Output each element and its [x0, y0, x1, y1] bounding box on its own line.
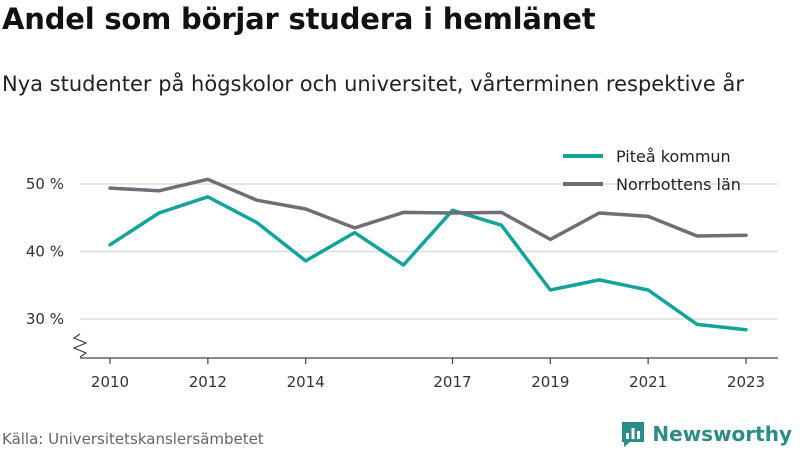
- series-lines: [108, 177, 748, 332]
- series-line-pitea: [108, 195, 748, 332]
- bar-chart-speech-icon: [622, 422, 645, 447]
- x-tick-label: 2019: [531, 373, 569, 391]
- chart-title: Andel som börjar studera i hemlänet: [2, 2, 596, 36]
- grid-lines: [80, 183, 778, 320]
- x-axis-tick-labels: 2010 2012 2014 2017 2019 2021 2023: [91, 358, 765, 391]
- x-axis: [72, 333, 778, 359]
- x-tick-label: 2010: [91, 373, 129, 391]
- legend-label: Norrbottens län: [616, 175, 741, 194]
- brand-name: Newsworthy: [652, 422, 792, 446]
- line-chart: 30 % 40 % 50 % 2010 2012 2014 2017 2019 2021 202…: [26, 147, 778, 391]
- x-tick-label: 2021: [629, 373, 667, 391]
- x-tick-label: 2023: [727, 373, 765, 391]
- legend-label: Piteå kommun: [616, 147, 731, 166]
- y-tick-label: 50 %: [26, 175, 64, 193]
- chart-subtitle: Nya studenter på högskolor och universit…: [2, 72, 744, 96]
- axis-break-mark: [72, 333, 88, 358]
- x-tick-label: 2017: [433, 373, 471, 391]
- source-note: Källa: Universitetskanslersämbetet: [2, 430, 264, 448]
- y-axis-tick-labels: 30 % 40 % 50 %: [26, 175, 64, 328]
- y-tick-label: 40 %: [26, 243, 64, 261]
- x-tick-label: 2014: [287, 373, 325, 391]
- y-tick-label: 30 %: [26, 310, 64, 328]
- series-line-norrbotten: [108, 177, 748, 242]
- brand-logo: Newsworthy: [620, 420, 792, 448]
- legend: Piteå kommun Norrbottens län: [563, 147, 741, 194]
- x-tick-label: 2012: [189, 373, 227, 391]
